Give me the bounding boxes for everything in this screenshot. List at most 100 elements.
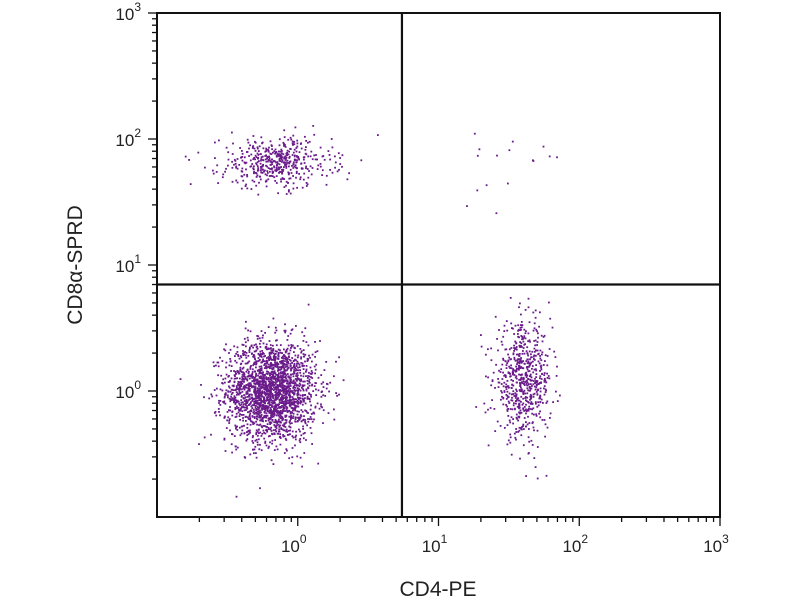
data-point bbox=[280, 366, 283, 369]
data-point bbox=[277, 355, 280, 358]
data-point bbox=[292, 151, 295, 154]
data-point bbox=[528, 321, 531, 324]
data-point bbox=[232, 389, 235, 391]
data-point bbox=[257, 413, 260, 416]
data-point bbox=[520, 376, 523, 379]
data-point bbox=[286, 379, 289, 382]
data-point bbox=[203, 396, 205, 399]
data-point bbox=[235, 415, 238, 418]
data-point bbox=[258, 365, 261, 368]
data-point bbox=[312, 411, 315, 414]
data-point bbox=[244, 396, 247, 399]
data-point bbox=[502, 371, 504, 374]
data-point bbox=[513, 374, 516, 376]
data-point bbox=[255, 156, 258, 158]
data-point bbox=[288, 190, 290, 193]
data-point bbox=[276, 366, 279, 368]
data-point bbox=[262, 342, 265, 345]
data-point bbox=[286, 430, 288, 433]
data-point bbox=[338, 168, 340, 171]
data-point bbox=[295, 384, 298, 387]
data-point bbox=[301, 395, 304, 397]
data-point bbox=[331, 171, 334, 174]
data-point bbox=[519, 378, 522, 381]
data-point bbox=[287, 367, 289, 370]
data-point bbox=[505, 383, 508, 386]
data-point bbox=[242, 179, 245, 182]
data-point bbox=[247, 399, 250, 402]
data-point bbox=[235, 391, 238, 394]
data-point bbox=[270, 144, 273, 147]
data-point bbox=[260, 394, 263, 397]
data-point bbox=[266, 410, 269, 412]
data-point bbox=[254, 376, 256, 379]
data-point bbox=[227, 390, 230, 393]
data-point bbox=[228, 409, 230, 412]
data-point bbox=[273, 377, 276, 380]
data-point bbox=[274, 397, 277, 400]
data-point bbox=[544, 423, 547, 426]
data-point bbox=[516, 353, 518, 356]
data-point bbox=[257, 335, 260, 338]
data-point bbox=[298, 382, 301, 385]
data-point bbox=[243, 173, 246, 176]
data-point bbox=[523, 428, 525, 430]
data-point bbox=[292, 417, 294, 419]
data-point bbox=[265, 425, 267, 428]
data-point bbox=[331, 146, 334, 149]
data-point bbox=[292, 187, 295, 190]
data-point bbox=[295, 172, 298, 174]
data-point bbox=[247, 141, 250, 144]
data-point bbox=[544, 354, 547, 357]
data-point bbox=[285, 415, 287, 418]
data-point bbox=[277, 367, 280, 370]
data-point bbox=[228, 397, 231, 400]
data-point bbox=[262, 400, 265, 403]
data-point bbox=[302, 380, 305, 383]
data-point bbox=[333, 375, 335, 378]
data-point bbox=[294, 386, 297, 389]
data-point bbox=[262, 352, 264, 354]
data-point bbox=[243, 409, 246, 412]
data-point bbox=[269, 381, 271, 384]
data-point bbox=[260, 411, 262, 414]
data-point bbox=[309, 427, 312, 429]
data-point bbox=[252, 346, 254, 349]
data-point bbox=[282, 398, 284, 400]
data-point bbox=[262, 378, 264, 381]
data-point bbox=[520, 324, 522, 326]
data-point bbox=[283, 404, 286, 407]
data-point bbox=[301, 410, 304, 413]
data-point bbox=[267, 159, 270, 161]
data-point bbox=[262, 377, 265, 379]
data-point bbox=[516, 417, 518, 420]
data-point bbox=[510, 367, 513, 370]
data-point bbox=[284, 397, 287, 399]
data-point bbox=[291, 435, 294, 437]
data-point bbox=[246, 175, 249, 178]
data-point bbox=[230, 377, 233, 380]
data-point bbox=[297, 362, 300, 365]
data-point bbox=[319, 146, 322, 149]
data-point bbox=[505, 320, 508, 322]
data-point bbox=[294, 366, 296, 369]
data-point bbox=[280, 362, 282, 365]
data-point bbox=[294, 367, 297, 370]
data-point bbox=[296, 393, 299, 395]
data-point bbox=[270, 365, 273, 367]
data-point bbox=[520, 427, 522, 429]
data-point bbox=[251, 415, 254, 418]
data-point bbox=[253, 417, 256, 419]
data-point bbox=[255, 382, 257, 385]
data-point bbox=[281, 172, 283, 175]
data-point bbox=[518, 353, 521, 355]
data-point bbox=[241, 425, 244, 428]
data-point bbox=[259, 398, 262, 401]
data-point bbox=[223, 438, 226, 441]
data-point bbox=[502, 335, 505, 338]
data-point bbox=[262, 147, 265, 150]
data-point bbox=[236, 425, 238, 428]
data-point bbox=[254, 400, 257, 403]
data-point bbox=[518, 379, 521, 381]
data-point bbox=[291, 411, 293, 414]
